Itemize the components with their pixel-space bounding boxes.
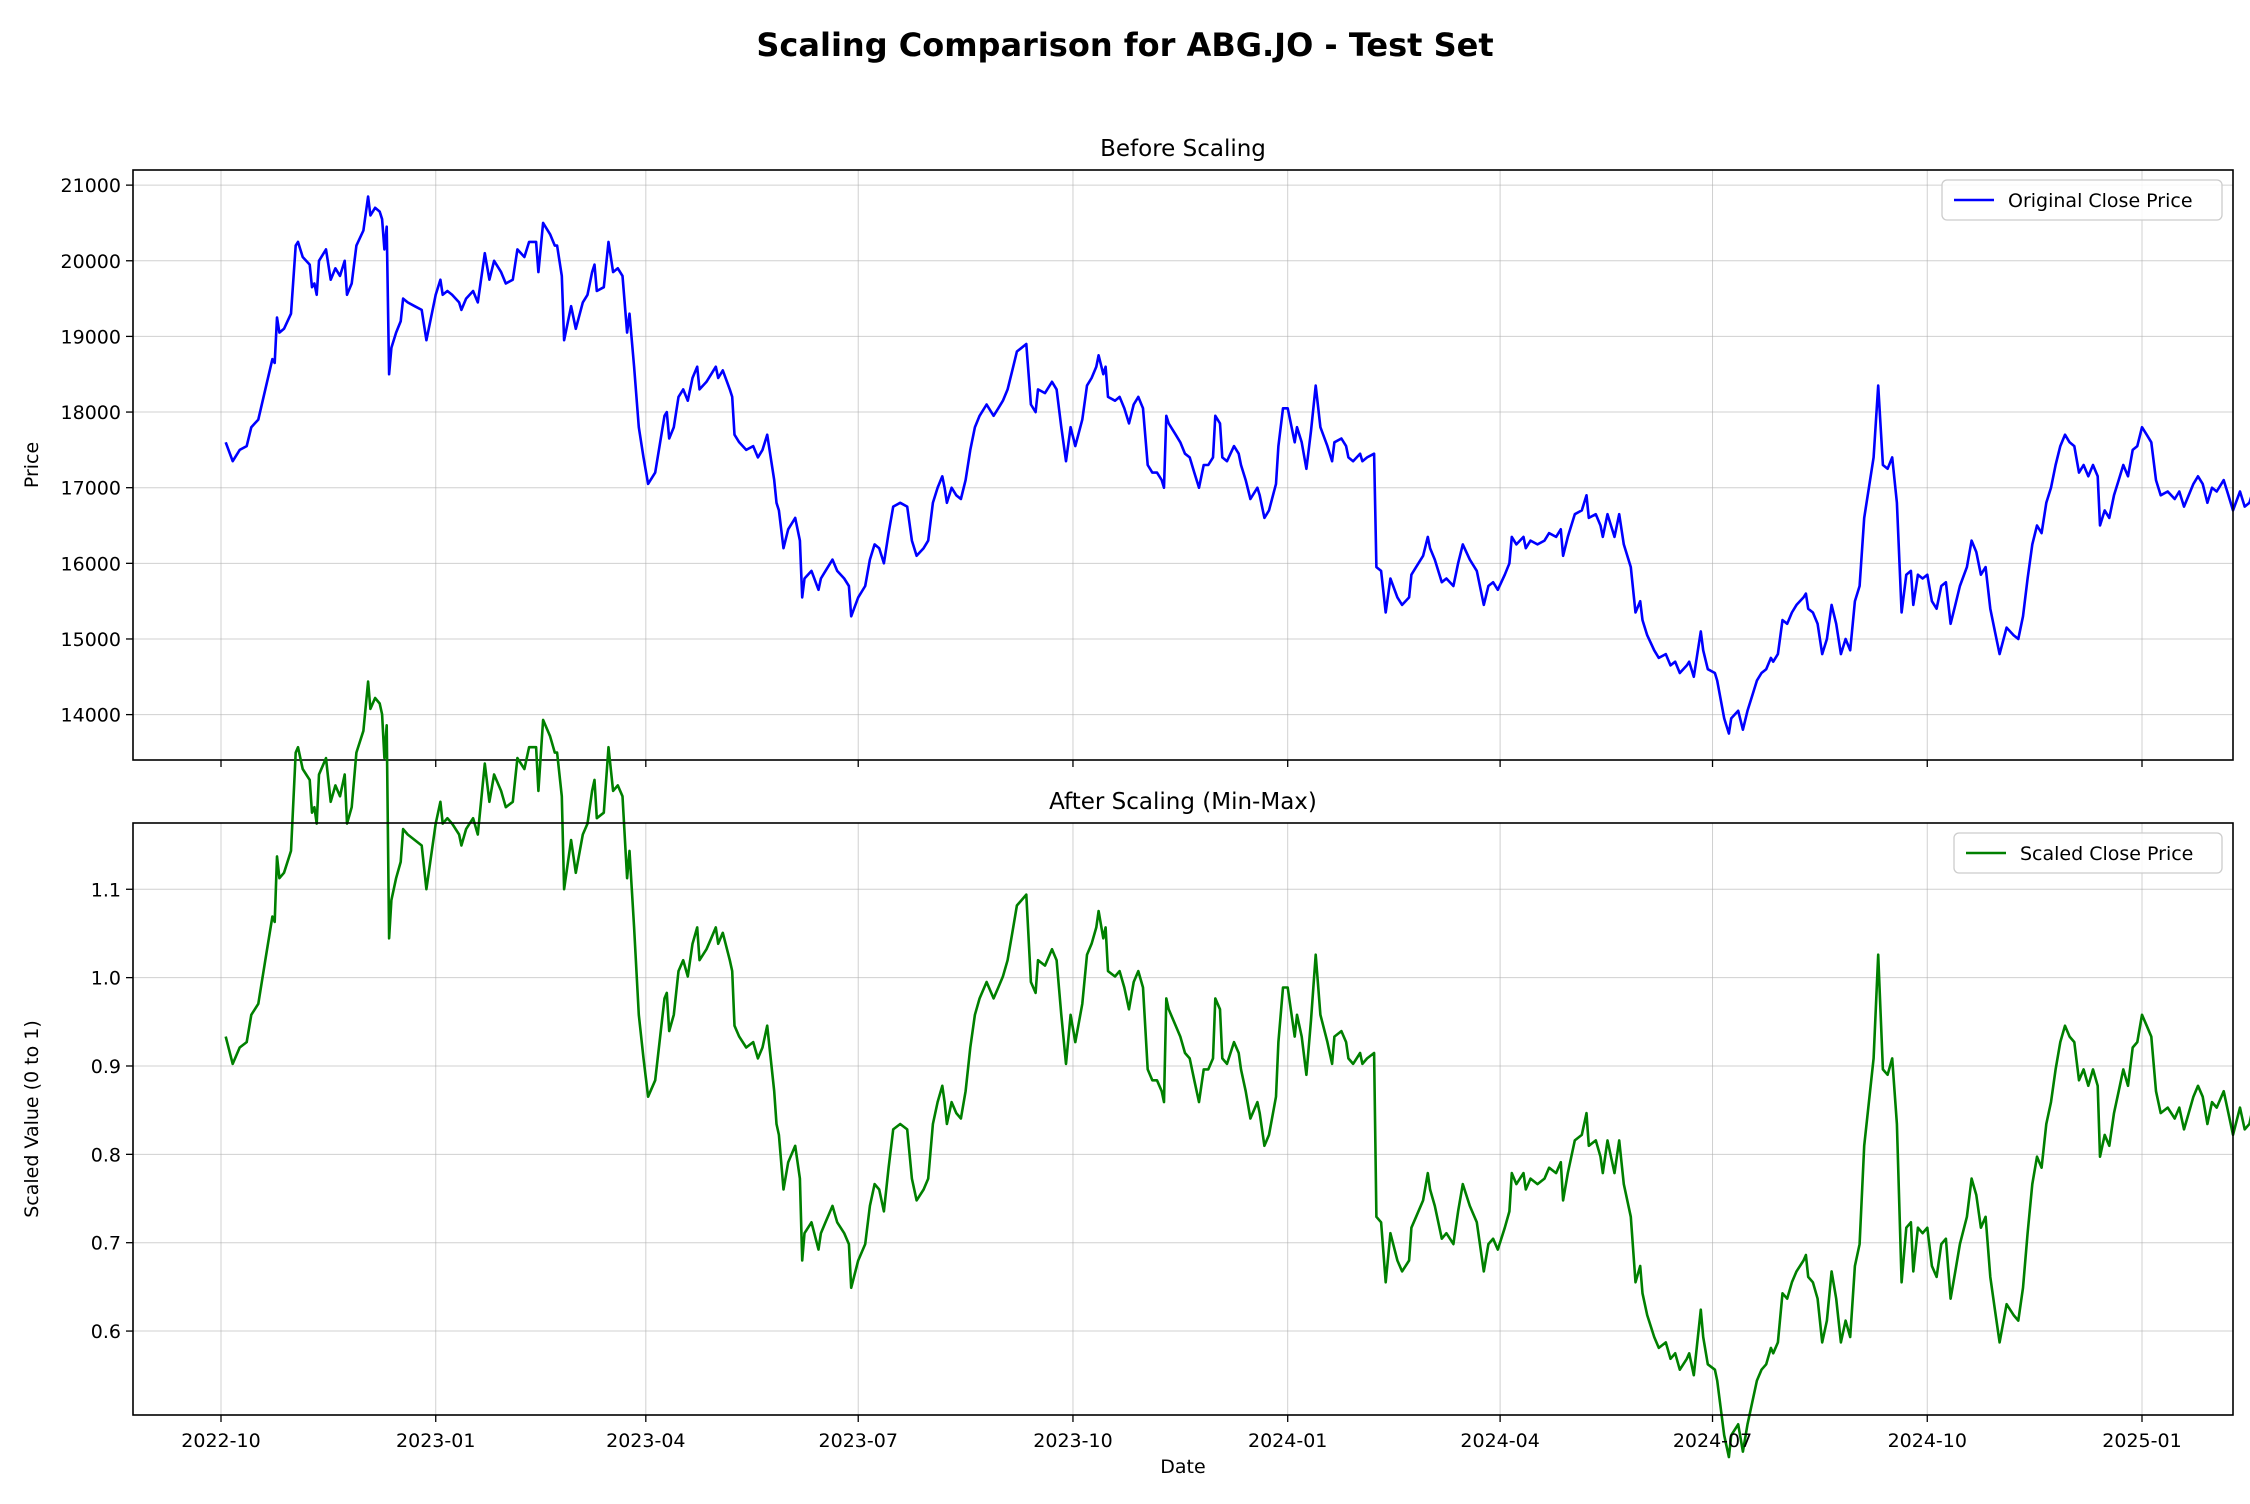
- y-tick-label: 21000: [61, 175, 121, 197]
- x-tick-label: 2023-01: [396, 1430, 475, 1452]
- y-tick-label: 19000: [61, 326, 121, 348]
- legend-box: [1941, 179, 2223, 221]
- y-tick-label: 1.0: [91, 968, 121, 990]
- y-tick-label: 14000: [61, 705, 121, 727]
- y-tick-label: 0.9: [91, 1056, 121, 1078]
- x-tick-label: 2024-07: [1673, 1430, 1752, 1452]
- legend-box: [1953, 832, 2223, 874]
- axes-frame: [132, 822, 2234, 1416]
- x-tick-label: 2023-07: [819, 1430, 898, 1452]
- y-tick-label: 17000: [61, 478, 121, 500]
- legend-label: Scaled Close Price: [2020, 843, 2193, 865]
- x-tick-label: 2024-01: [1248, 1430, 1327, 1452]
- x-tick-label: 2024-04: [1460, 1430, 1539, 1452]
- series-line-scaled-close: [224, 680, 2250, 1459]
- y-tick-label: 0.8: [91, 1144, 121, 1166]
- y-tick-label: 0.6: [91, 1321, 121, 1343]
- panel-title: After Scaling (Min-Max): [1049, 789, 1317, 815]
- figure-title: Scaling Comparison for ABG.JO - Test Set: [756, 26, 1493, 64]
- y-axis-label: Price: [21, 442, 43, 488]
- x-axis-label: Date: [1160, 1456, 1205, 1478]
- y-tick-label: 16000: [61, 553, 121, 575]
- x-tick-label: 2022-10: [181, 1430, 260, 1452]
- x-tick-label: 2025-01: [2102, 1430, 2181, 1452]
- y-tick-label: 18000: [61, 402, 121, 424]
- y-tick-label: 0.7: [91, 1233, 121, 1255]
- series-line-original-close: [224, 195, 2250, 735]
- y-tick-label: 20000: [61, 251, 121, 273]
- axes-frame: [132, 169, 2234, 761]
- x-tick-label: 2024-10: [1888, 1430, 1967, 1452]
- panel-title: Before Scaling: [1100, 136, 1266, 162]
- x-tick-label: 2023-04: [606, 1430, 685, 1452]
- legend-label: Original Close Price: [2008, 190, 2193, 212]
- y-axis-label: Scaled Value (0 to 1): [21, 1020, 43, 1218]
- y-tick-label: 15000: [61, 629, 121, 651]
- y-tick-label: 1.1: [91, 879, 121, 901]
- x-tick-label: 2023-10: [1033, 1430, 1112, 1452]
